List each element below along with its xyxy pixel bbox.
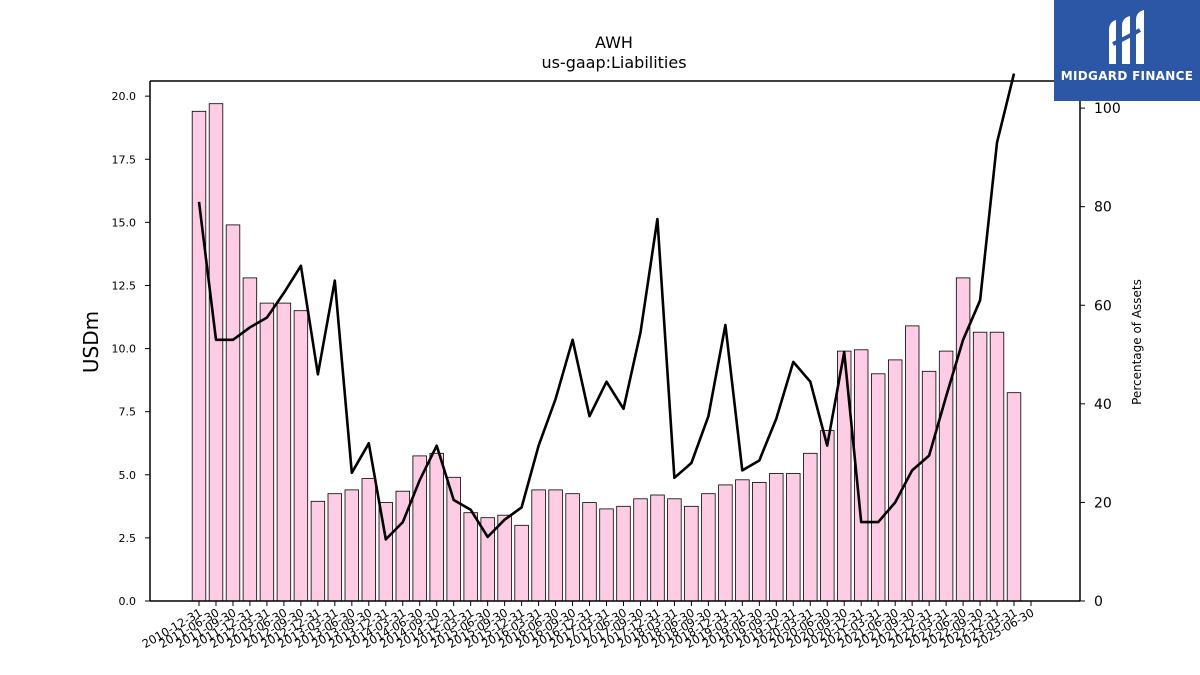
y2-axis-label: Percentage of Assets: [1130, 279, 1144, 405]
bar-2019-03-31: [735, 479, 750, 602]
bar-2020-03-31: [803, 452, 818, 602]
bar-2021-09-30: [905, 325, 920, 602]
bar-2018-03-31: [667, 498, 682, 602]
bar-2020-06-30: [820, 430, 835, 602]
bar-2011-06-30: [208, 103, 224, 602]
bar-2019-09-30: [769, 473, 784, 602]
bar-2016-06-30: [548, 489, 563, 602]
bar-2015-03-31: [463, 512, 478, 602]
y2-tick-label: 20: [1094, 495, 1112, 511]
y-tick-label: 7.5: [119, 406, 137, 419]
bar-2010-12-31: [191, 110, 207, 602]
percentage-line: [197, 73, 1016, 541]
axes: 0.0 2.5 5.0 7.5 10.0 12.5 15.0 17.5 20.0 0 20 40 60 8…: [112, 80, 1121, 651]
bar-2017-09-30: [633, 498, 648, 602]
y-tick-label: 17.5: [112, 153, 137, 166]
y-tick-label: 0.0: [119, 595, 137, 608]
bar-2014-09-30: [429, 452, 444, 602]
bar-2012-03-31: [259, 302, 275, 602]
logo-text: MIDGARD FINANCE: [1060, 69, 1194, 83]
bar-2018-12-31: [718, 484, 733, 602]
y2-tick-label: 80: [1094, 200, 1112, 216]
bar-2021-06-30: [888, 359, 903, 602]
y-tick-label: 10.0: [112, 343, 137, 356]
y-tick-label: 2.5: [119, 532, 137, 545]
y-axis-label: USDm: [79, 311, 103, 373]
chart-subtitle: us-gaap:Liabilities: [541, 53, 686, 72]
bar-2016-03-31: [531, 489, 546, 602]
midgard-logo-icon: [1109, 10, 1144, 64]
bar-2012-12-31: [310, 500, 326, 602]
bar-2022-03-31: [938, 350, 954, 602]
midgard-finance-logo: MIDGARD FINANCE: [1054, 0, 1200, 101]
bar-2017-12-31: [650, 494, 665, 602]
bar-2016-09-30: [565, 493, 580, 602]
y2-tick-label: 40: [1094, 397, 1112, 413]
bar-2018-09-30: [701, 493, 716, 602]
bar-2019-12-31: [786, 473, 801, 602]
bar-2012-09-30: [293, 310, 309, 602]
bar-2022-12-31: [989, 331, 1005, 602]
bar-2012-06-30: [276, 302, 292, 602]
bar-2013-03-31: [327, 493, 343, 602]
bar-2019-06-30: [752, 481, 767, 602]
bar-2011-09-30: [225, 224, 241, 602]
bar-2017-03-31: [599, 508, 614, 602]
bar-2013-06-30: [344, 489, 360, 602]
bar-2023-03-31: [1006, 392, 1022, 602]
y-tick-label: 15.0: [112, 216, 137, 229]
y-tick-label: 5.0: [119, 469, 137, 482]
bar-series: [191, 103, 1022, 602]
bar-2015-09-30: [497, 514, 512, 602]
y2-tick-label: 60: [1094, 298, 1112, 314]
line-series: [197, 73, 1016, 541]
y2-tick-label: 100: [1094, 101, 1121, 117]
bar-2016-12-31: [582, 502, 597, 602]
bar-2015-12-31: [514, 524, 529, 602]
y-tick-label: 12.5: [112, 279, 137, 292]
bar-2018-06-30: [684, 505, 699, 602]
y-tick-label: 20.0: [112, 90, 137, 103]
bar-2013-09-30: [361, 478, 377, 602]
bar-2022-09-30: [972, 331, 988, 602]
chart-title: AWH: [595, 33, 633, 52]
bar-2017-06-30: [616, 505, 631, 602]
bar-2021-03-31: [871, 373, 886, 602]
y2-tick-label: 0: [1094, 594, 1103, 610]
bar-2021-12-31: [921, 370, 937, 602]
